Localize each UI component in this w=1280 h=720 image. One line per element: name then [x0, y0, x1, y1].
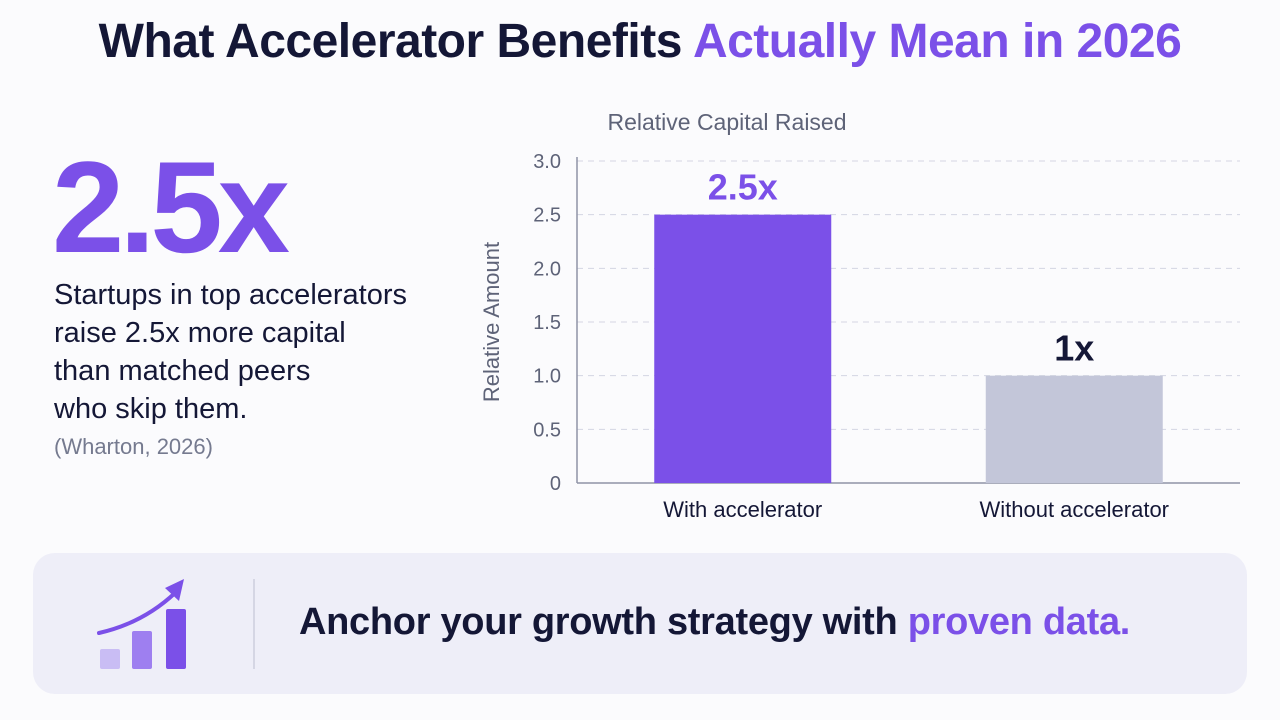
bar-chart: Relative Capital Raised Relative Amount … — [479, 109, 1240, 522]
banner-text-accent: proven data. — [907, 601, 1131, 643]
title-main: What Accelerator Benefits — [98, 15, 693, 68]
y-tick-label: 0 — [550, 473, 561, 495]
stat-description-line: Startups in top accelerators — [54, 279, 408, 311]
bar — [985, 375, 1163, 483]
y-tick-label: 1.0 — [533, 366, 561, 388]
banner-text-main: Anchor your growth strategy with — [299, 601, 908, 643]
x-category-label: With accelerator — [663, 497, 822, 522]
headline-stat: 2.5x — [52, 134, 290, 280]
y-tick-label: 0.5 — [533, 419, 561, 441]
growth-chart-icon — [97, 579, 186, 669]
title-accent: Actually Mean in 2026 — [692, 15, 1182, 68]
x-category-label: Without accelerator — [979, 497, 1169, 522]
bar-data-label: 1x — [1054, 328, 1094, 369]
banner-text: Anchor your growth strategy with proven … — [299, 601, 1130, 644]
bar-data-label: 2.5x — [708, 167, 778, 208]
y-tick-label: 1.5 — [533, 312, 561, 334]
stat-description-line: who skip them. — [54, 393, 248, 425]
page-title: What Accelerator Benefits Actually Mean … — [0, 14, 1280, 69]
y-tick-label: 3.0 — [533, 151, 561, 173]
stat-source: (Wharton, 2026) — [54, 434, 213, 459]
stat-description-line: raise 2.5x more capital — [54, 317, 346, 349]
chart-title: Relative Capital Raised — [607, 109, 846, 135]
stat-description-line: than matched peers — [54, 355, 311, 387]
cta-banner: Anchor your growth strategy with proven … — [33, 553, 1247, 694]
bar — [654, 214, 832, 483]
y-tick-label: 2.5 — [533, 205, 561, 227]
y-tick-label: 2.0 — [533, 258, 561, 280]
stat-description: Startups in top accelerators raise 2.5x … — [54, 276, 474, 428]
banner-divider — [253, 579, 255, 669]
y-axis-label: Relative Amount — [479, 242, 504, 402]
